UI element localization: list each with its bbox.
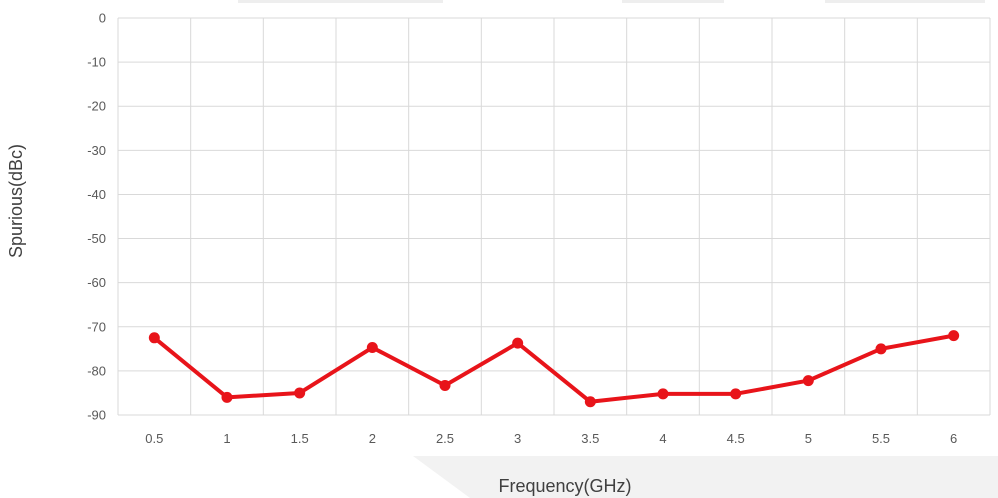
x-tick-label: 2.5 — [436, 431, 454, 446]
data-point — [584, 396, 596, 408]
y-tick-label: -60 — [87, 275, 106, 290]
x-tick-label: 2 — [369, 431, 376, 446]
x-tick-label: 5 — [805, 431, 812, 446]
x-tick-label: 5.5 — [872, 431, 890, 446]
x-tick-label: 4 — [659, 431, 666, 446]
decor-bar-2 — [622, 0, 724, 3]
y-tick-label: -20 — [87, 99, 106, 114]
y-tick-label: -40 — [87, 187, 106, 202]
y-axis-title: Spurious(dBc) — [6, 144, 26, 258]
y-tick-label: -80 — [87, 363, 106, 378]
data-point — [294, 387, 306, 399]
data-point — [221, 391, 233, 403]
grid — [117, 17, 991, 416]
data-point — [730, 388, 742, 400]
x-tick-label: 3.5 — [581, 431, 599, 446]
x-tick-label: 1.5 — [291, 431, 309, 446]
y-tick-label: 0 — [99, 11, 106, 26]
decor-bar-3 — [825, 0, 985, 3]
y-axis-ticks: 0 -10 -20 -30 -40 -50 -60 -70 -80 -90 — [87, 11, 106, 423]
decor-footer-band — [413, 456, 998, 498]
y-tick-label: -90 — [87, 408, 106, 423]
x-tick-label: 1 — [223, 431, 230, 446]
series-layer — [148, 330, 960, 408]
x-tick-label: 4.5 — [727, 431, 745, 446]
data-point — [802, 375, 814, 387]
data-point — [148, 332, 160, 344]
x-tick-label: 6 — [950, 431, 957, 446]
y-tick-label: -50 — [87, 231, 106, 246]
decor-bar-1 — [238, 0, 443, 3]
x-axis-title: Frequency(GHz) — [498, 476, 631, 496]
data-point — [875, 343, 887, 355]
x-tick-label: 3 — [514, 431, 521, 446]
data-point — [366, 342, 378, 354]
y-tick-label: -10 — [87, 55, 106, 70]
series-line — [152, 333, 956, 404]
x-tick-label: 0.5 — [145, 431, 163, 446]
data-point — [512, 337, 524, 349]
background-decoration — [238, 0, 998, 498]
data-point — [657, 388, 669, 400]
y-tick-label: -30 — [87, 143, 106, 158]
y-tick-label: -70 — [87, 319, 106, 334]
x-axis-ticks: 0.5 1 1.5 2 2.5 3 3.5 4 4.5 5 5.5 6 — [145, 431, 957, 446]
data-point — [948, 330, 960, 342]
data-point — [439, 379, 451, 391]
